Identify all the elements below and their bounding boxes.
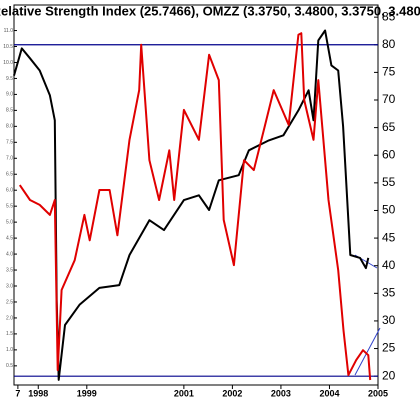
y-tick-label: 1.0: [6, 347, 13, 353]
y-tick-label: 6.0: [6, 188, 13, 194]
x-tick-label: 2004: [319, 388, 339, 398]
y-tick-label: 10.0: [3, 60, 13, 66]
x-tick-label: 2001: [174, 388, 194, 398]
y-tick-label: 8.5: [6, 108, 13, 114]
y-tick-label: 11.0: [4, 28, 14, 34]
y2-tick-label: 60: [382, 147, 396, 161]
y2-tick-label: 65: [382, 120, 396, 134]
chart-title: Relative Strength Index (25.7466), OMZZ …: [0, 3, 420, 18]
y2-tick-label: 75: [382, 65, 396, 79]
y2-tick-label: 20: [382, 368, 396, 382]
y2-tick-label: 80: [382, 37, 396, 51]
y2-tick-label: 55: [382, 175, 396, 189]
x-tick-label: 2005: [368, 388, 388, 398]
y-tick-label: 5.5: [6, 204, 13, 210]
y-tick-label: 3.5: [6, 267, 13, 273]
x-tick-label: 1999: [77, 388, 97, 398]
y2-tick-label: 35: [382, 285, 396, 299]
y-tick-label: 2.5: [6, 299, 13, 305]
y-tick-label: 8.0: [6, 124, 13, 130]
x-tick-label: 2003: [271, 388, 291, 398]
y-tick-label: 2.0: [6, 315, 13, 321]
y-tick-label: 9.5: [6, 76, 13, 82]
y-tick-label: 1.5: [6, 331, 13, 337]
y-tick-label: 6.5: [6, 172, 13, 178]
y-tick-label: 4.0: [6, 251, 13, 257]
y2-tick-label: 25: [382, 341, 396, 355]
x-tick-label: 2002: [222, 388, 242, 398]
y-tick-label: 5.0: [6, 219, 13, 225]
y2-tick-label: 30: [382, 313, 396, 327]
trendline: [354, 327, 381, 376]
plot-frame: [13, 4, 379, 386]
y2-tick-label: 45: [382, 230, 396, 244]
y-tick-label: 4.5: [6, 235, 13, 241]
y-tick-label: 10.5: [3, 44, 13, 50]
y-tick-label: 7.5: [6, 140, 13, 146]
y2-tick-label: 85: [382, 9, 396, 23]
y2-tick-label: 40: [382, 258, 396, 272]
y2-tick-label: 70: [382, 92, 396, 106]
x-tick-label: 1998: [28, 388, 48, 398]
y-tick-label: 7.0: [6, 156, 13, 162]
y-tick-label: 3.0: [6, 283, 13, 289]
y2-tick-label: 50: [382, 203, 396, 217]
series-line: [18, 32, 372, 381]
x-tick-label: 7: [15, 388, 20, 398]
y-tick-label: 0.5: [6, 363, 13, 369]
y-tick-label: 9.0: [6, 92, 13, 98]
